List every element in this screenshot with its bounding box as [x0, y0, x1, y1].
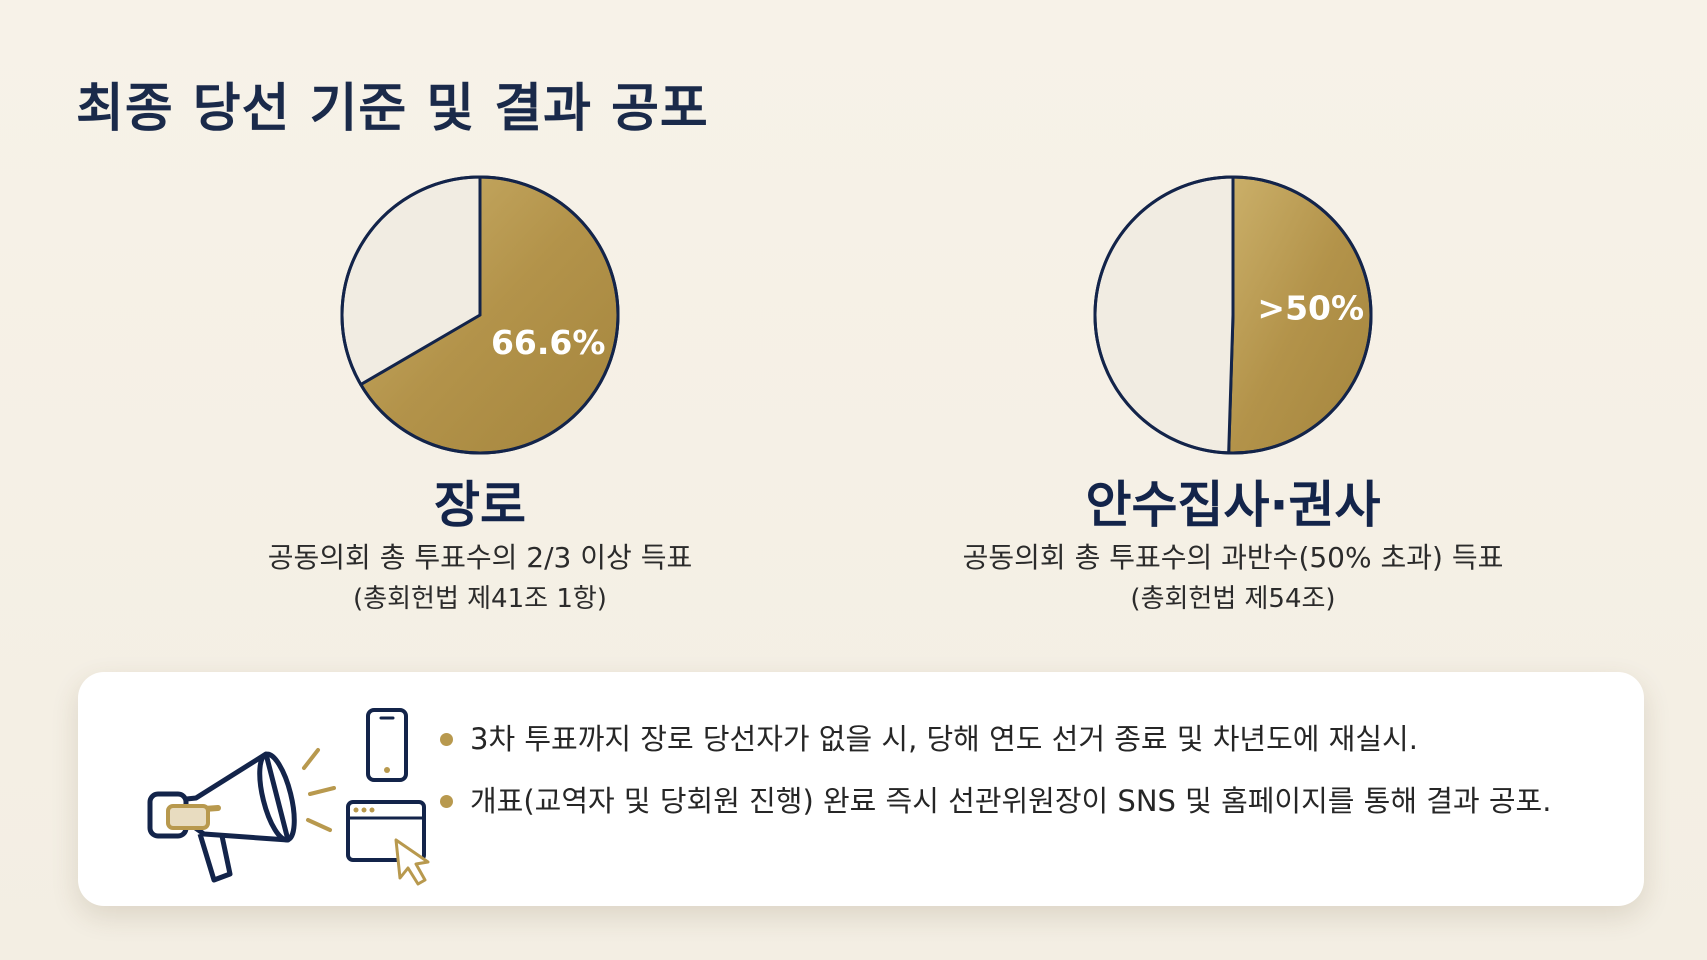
- browser-window-icon: [346, 800, 426, 862]
- smartphone-icon: [366, 708, 408, 782]
- chart-reference-elder: (총회헌법 제41조 1항): [353, 584, 607, 614]
- pie-outline: [1093, 175, 1373, 455]
- bullet-dot: [440, 733, 453, 746]
- list-item-text: 개표(교역자 및 당회원 진행) 완료 즉시 선관위원장이 SNS 및 홈페이지…: [470, 784, 1552, 818]
- page-title: 최종 당선 기준 및 결과 공포: [76, 78, 709, 139]
- chart-reference-deacon: (총회헌법 제54조): [1130, 584, 1336, 614]
- chart-description-elder: 공동의회 총 투표수의 2/3 이상 득표: [267, 541, 693, 574]
- chart-deacon: >50% 안수집사·권사 공동의회 총 투표수의 과반수(50% 초과) 득표 …: [953, 165, 1513, 619]
- chart-elder: 66.6% 장로 공동의회 총 투표수의 2/3 이상 득표 (총회헌법 제41…: [200, 165, 760, 619]
- pie-data-label: >50%: [1257, 289, 1364, 328]
- list-item: 3차 투표까지 장로 당선자가 없을 시, 당해 연도 선거 종료 및 차년도에…: [440, 708, 1551, 770]
- chart-title-deacon: 안수집사·권사: [1085, 476, 1381, 534]
- pie-data-label: 66.6%: [491, 323, 605, 362]
- chart-title-elder: 장로: [434, 476, 526, 534]
- pie-chart-deacon: >50%: [1093, 175, 1373, 455]
- pie-outline: [340, 175, 620, 455]
- announcement-illustration: [147, 708, 430, 886]
- bullet-dot: [440, 795, 453, 808]
- cursor-icon: [394, 838, 430, 886]
- pie-slice: [1093, 175, 1235, 455]
- pie-chart-elder: 66.6%: [340, 175, 620, 455]
- list-item-text: 3차 투표까지 장로 당선자가 없을 시, 당해 연도 선거 종료 및 차년도에…: [470, 722, 1418, 756]
- notice-card: 3차 투표까지 장로 당선자가 없을 시, 당해 연도 선거 종료 및 차년도에…: [78, 672, 1644, 906]
- list-item: 개표(교역자 및 당회원 진행) 완료 즉시 선관위원장이 SNS 및 홈페이지…: [440, 770, 1551, 832]
- notice-list: 3차 투표까지 장로 당선자가 없을 시, 당해 연도 선거 종료 및 차년도에…: [440, 708, 1551, 832]
- chart-description-deacon: 공동의회 총 투표수의 과반수(50% 초과) 득표: [962, 541, 1504, 574]
- megaphone-icon: [147, 748, 336, 883]
